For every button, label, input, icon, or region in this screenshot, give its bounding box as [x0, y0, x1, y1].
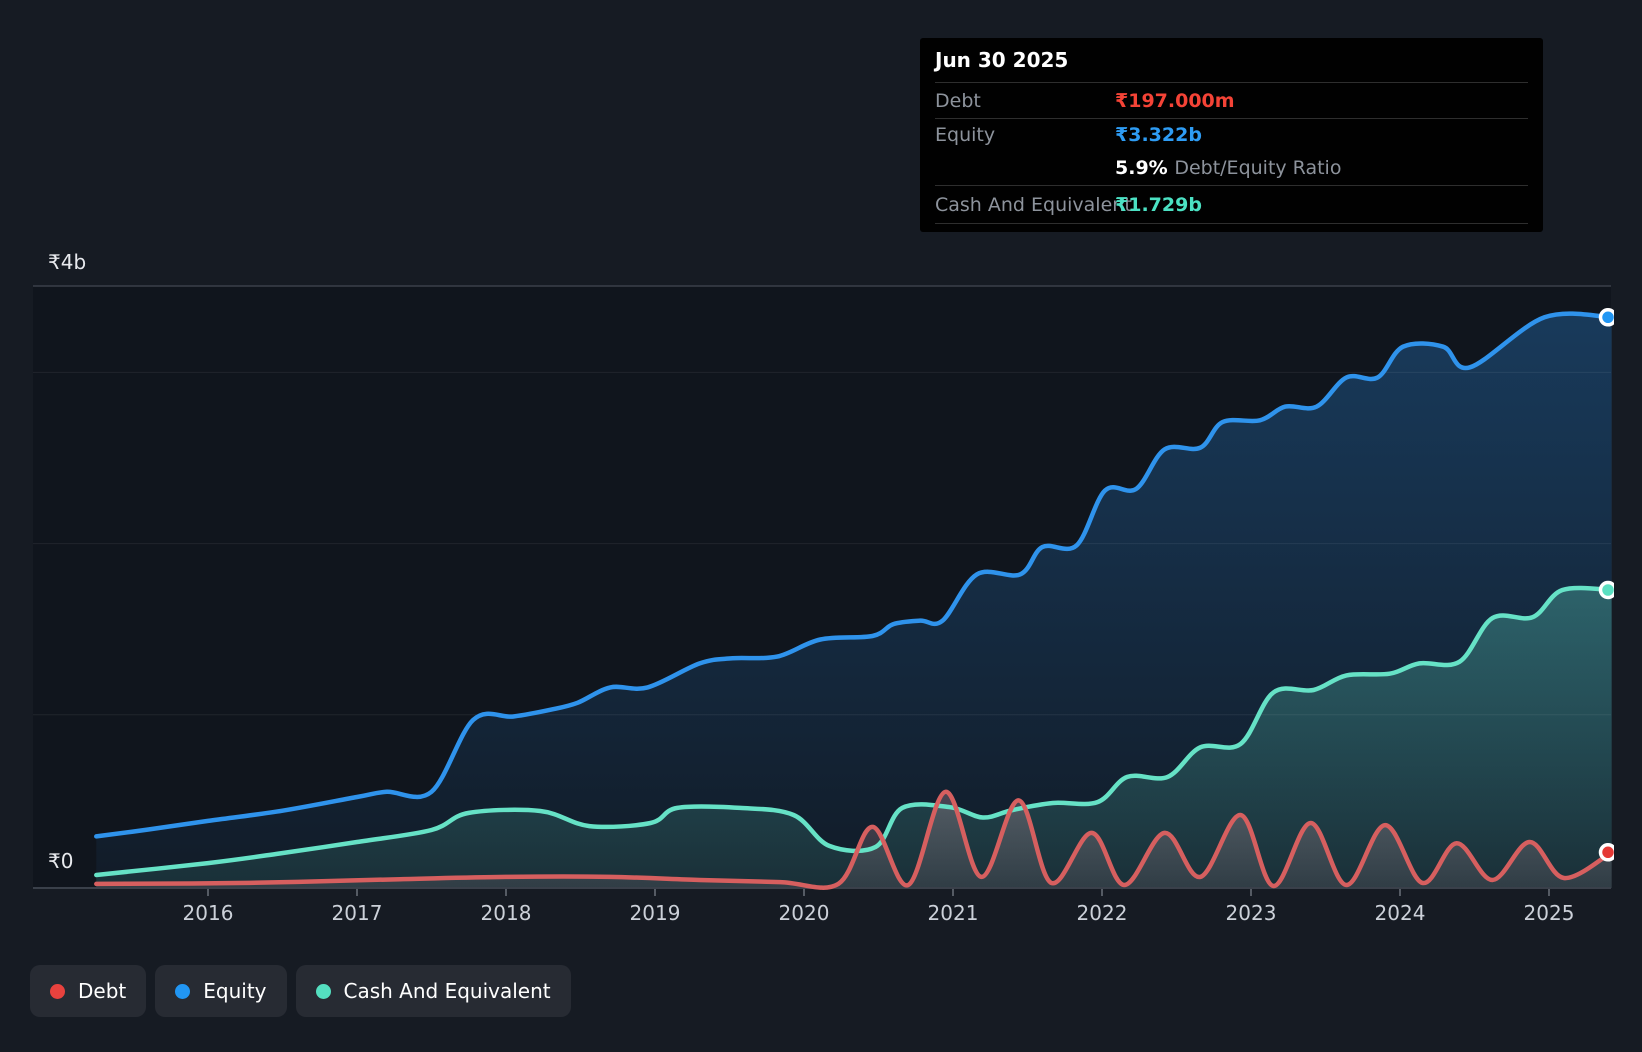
tooltip-date: Jun 30 2025: [935, 48, 1069, 72]
tooltip-equity-label: Equity: [935, 124, 996, 146]
debt-line: [94, 789, 1614, 890]
x-axis-label-2024: 2024: [1374, 901, 1426, 925]
legend-label-cash: Cash And Equivalent: [343, 979, 551, 1003]
x-axis-label-2022: 2022: [1076, 901, 1128, 925]
tooltip-ratio-label: Debt/Equity Ratio: [1174, 157, 1342, 179]
tooltip-equity-value: ₹3.322b: [1115, 124, 1202, 146]
tooltip-row-cash: Cash And Equivalent ₹1.729b: [935, 185, 1528, 224]
tooltip-row-ratio: 5.9% Debt/Equity Ratio: [935, 151, 1528, 185]
x-axis-label-2016: 2016: [182, 901, 234, 925]
legend-label-debt: Debt: [78, 979, 127, 1003]
x-axis-label-2017: 2017: [331, 901, 383, 925]
equity-end-marker[interactable]: [1598, 308, 1616, 327]
legend-label-equity: Equity: [203, 979, 267, 1003]
tooltip-ratio-value: 5.9%: [1115, 157, 1168, 179]
x-axis-label-2018: 2018: [480, 901, 532, 925]
equity-line: [94, 311, 1614, 839]
x-axis-label-2023: 2023: [1225, 901, 1277, 925]
debt-dot-icon: [50, 983, 65, 999]
y-axis-label-zero: ₹0: [48, 849, 74, 873]
equity-dot-icon: [175, 983, 191, 999]
x-axis-label-2019: 2019: [629, 901, 681, 925]
debt-end-marker[interactable]: [1598, 843, 1616, 862]
tooltip-cash-value: ₹1.729b: [1115, 193, 1202, 216]
x-axis-label-2025: 2025: [1523, 901, 1575, 925]
tooltip-ratio: 5.9% Debt/Equity Ratio: [1115, 157, 1341, 179]
legend: Debt Equity Cash And Equivalent: [30, 965, 571, 1017]
tooltip-cash-label: Cash And Equivalent: [935, 193, 1132, 216]
tooltip: Jun 30 2025 Debt ₹197.000m Equity ₹3.322…: [920, 38, 1543, 232]
legend-chip-equity[interactable]: Equity: [155, 965, 287, 1017]
x-axis-labels: 2016 2017 2018 2019 2020 2021 2022 2023 2024 2025: [0, 901, 1642, 927]
tooltip-debt-value: ₹197.000m: [1115, 89, 1235, 112]
y-axis-label-max: ₹4b: [48, 250, 87, 274]
tooltip-row-equity: Equity ₹3.322b: [935, 118, 1528, 151]
legend-chip-debt[interactable]: Debt: [30, 965, 147, 1017]
x-axis-label-2020: 2020: [778, 901, 830, 925]
legend-chip-cash[interactable]: Cash And Equivalent: [295, 965, 571, 1017]
tooltip-row-debt: Debt ₹197.000m: [935, 82, 1528, 118]
equity-area: [96, 313, 1612, 888]
tooltip-debt-label: Debt: [935, 89, 981, 112]
x-axis-label-2021: 2021: [927, 901, 979, 925]
cash-and-equivalent-end-marker[interactable]: [1598, 580, 1616, 600]
cash-dot-icon: [315, 983, 331, 999]
cash-and-equivalent-line: [94, 585, 1614, 878]
debt-area: [96, 791, 1612, 888]
